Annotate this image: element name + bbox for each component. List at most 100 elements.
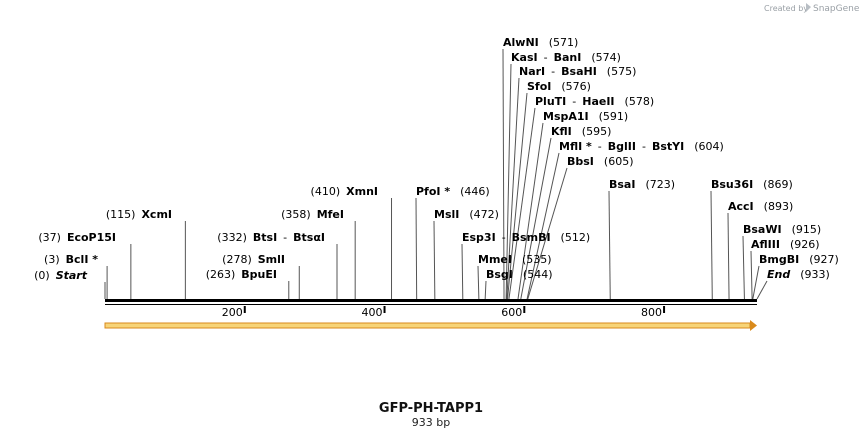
enzyme-name: MfeI [317, 208, 344, 221]
site-position: (723) [645, 178, 675, 191]
cut-line-kasi [505, 63, 512, 300]
site-label-xmni[interactable]: (410) XmnI [311, 185, 378, 198]
site-label-bmgbi[interactable]: BmgBI (927) [759, 253, 839, 266]
site-label-mfei[interactable]: (358) MfeI [281, 208, 344, 221]
enzyme-name: AflIII [751, 238, 780, 251]
site-label-bsu36i[interactable]: Bsu36I (869) [711, 178, 793, 191]
feature-arrow[interactable] [104, 320, 757, 331]
site-label-pluti[interactable]: PluTI - HaeII (578) [535, 95, 654, 108]
enzyme-name: SmlI [258, 253, 285, 266]
enzyme-name: PluTI [535, 95, 566, 108]
enzyme-name: Esp3I [462, 231, 496, 244]
site-label-afliii[interactable]: AflIII (926) [751, 238, 820, 251]
site-label-sfoi[interactable]: SfoI (576) [527, 80, 591, 93]
enzyme-name: SfoI [527, 80, 551, 93]
enzyme-name: BglII [608, 140, 636, 153]
site-label-mfli[interactable]: MflI * - BglII - BstYI (604) [559, 140, 724, 153]
enzyme-name: AccI [728, 200, 754, 213]
site-label-kasi[interactable]: KasI - BanI (574) [511, 51, 621, 64]
cut-line-msli [433, 220, 436, 300]
enzyme-name: MflI * [559, 140, 592, 153]
site-label-acci[interactable]: AccI (893) [728, 200, 793, 213]
site-label-ecop15i[interactable]: (37) EcoP15I [38, 231, 116, 244]
cut-line-end [756, 280, 768, 300]
enzyme-name: EcoP15I [67, 231, 116, 244]
site-position: (595) [582, 125, 612, 138]
enzyme-name: BsmBI [512, 231, 551, 244]
construct-size: 933 bp [412, 416, 450, 429]
credit-prefix: Created by [764, 4, 808, 13]
site-label-xcmi[interactable]: (115) XcmI [106, 208, 172, 221]
enzyme-name: MspA1I [543, 110, 589, 123]
site-label-mspa1i[interactable]: MspA1I (591) [543, 110, 628, 123]
site-label-bpuei[interactable]: (263) BpuEI [206, 268, 277, 281]
cut-line-mspa1i [517, 122, 544, 300]
site-label-mmei[interactable]: MmeI (535) [478, 253, 552, 266]
site-position: (472) [469, 208, 499, 221]
site-label-msli[interactable]: MslI (472) [434, 208, 499, 221]
site-label-pfoi[interactable]: PfoI * (446) [416, 185, 490, 198]
cut-line-bsu36i [710, 190, 713, 300]
site-label-nari[interactable]: NarI - BsaHI (575) [519, 65, 636, 78]
site-label-btsi[interactable]: (332) BtsI - BtsαI [217, 231, 325, 244]
name-separator: - [642, 140, 646, 153]
name-separator: - [502, 231, 506, 244]
enzyme-name: BsaWI [743, 223, 782, 236]
name-separator: - [283, 231, 287, 244]
construct-title: GFP-PH-TAPP1 [379, 401, 483, 416]
cut-line-acci [727, 212, 730, 300]
name-separator: - [551, 65, 555, 78]
enzyme-name: PfoI * [416, 185, 450, 198]
site-position: (915) [792, 223, 822, 236]
site-position: (358) [281, 208, 311, 221]
site-label-start[interactable]: (0) Start [34, 269, 88, 282]
enzyme-name: XcmI [141, 208, 172, 221]
site-position: (512) [561, 231, 591, 244]
cut-site-labels: (0) Start (3) BclI * (37) EcoP15I (115) XcmI (26… [34, 36, 839, 282]
site-position: (604) [694, 140, 724, 153]
cut-site-lines [104, 48, 768, 300]
enzyme-name: BsaHI [561, 65, 597, 78]
enzyme-name: BsaI [609, 178, 635, 191]
cut-line-bsawi [742, 235, 745, 300]
site-position: (410) [311, 185, 341, 198]
site-position: (578) [625, 95, 655, 108]
site-position: (263) [206, 268, 236, 281]
site-position: (571) [549, 36, 579, 49]
enzyme-name: BstYI [652, 140, 684, 153]
site-position: (926) [790, 238, 820, 251]
site-label-bsgi[interactable]: BsgI (544) [486, 268, 553, 281]
site-position: (576) [561, 80, 591, 93]
cut-line-mmei [477, 265, 480, 300]
cut-line-alwni [502, 48, 505, 300]
tick-label: 600 [501, 306, 522, 319]
site-label-bsawi[interactable]: BsaWI (915) [743, 223, 821, 236]
snapgene-logo-icon [806, 3, 811, 12]
site-label-bsai[interactable]: BsaI (723) [609, 178, 675, 191]
tick-label: 200 [222, 306, 243, 319]
name-separator: - [544, 51, 548, 64]
cut-line-sfoi [507, 92, 528, 300]
enzyme-name: KflI [551, 125, 572, 138]
enzyme-name: BmgBI [759, 253, 799, 266]
site-label-end[interactable]: End (933) [767, 268, 830, 281]
enzyme-name: Start [56, 269, 88, 282]
cut-line-bsai [608, 190, 611, 300]
cut-line-pluti [508, 107, 536, 300]
cut-line-esp3i [461, 243, 464, 300]
site-label-bbsi[interactable]: BbsI (605) [567, 155, 634, 168]
cut-line-afliii [750, 250, 753, 300]
site-label-smli[interactable]: (278) SmlI [222, 253, 285, 266]
site-position: (115) [106, 208, 136, 221]
enzyme-name: HaeII [582, 95, 614, 108]
site-position: (544) [523, 268, 553, 281]
site-label-bcli[interactable]: (3) BclI * [44, 253, 98, 266]
cut-line-bmgbi [752, 265, 760, 300]
enzyme-name: End [767, 268, 790, 281]
enzyme-name: BbsI [567, 155, 594, 168]
site-label-alwni[interactable]: AlwNI (571) [503, 36, 578, 49]
site-label-esp3i[interactable]: Esp3I - BsmBI (512) [462, 231, 590, 244]
sequence-backbone [105, 299, 757, 305]
cut-line-pfoi [415, 197, 418, 300]
site-label-kfli[interactable]: KflI (595) [551, 125, 611, 138]
